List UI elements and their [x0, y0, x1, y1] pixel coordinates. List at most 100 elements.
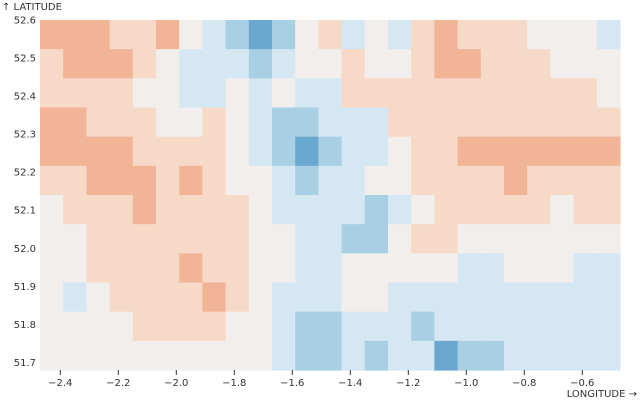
heatmap-cell	[156, 136, 180, 167]
heatmap-cell	[527, 49, 551, 79]
heatmap-cell	[596, 49, 621, 79]
heatmap-cell	[63, 282, 87, 313]
heatmap-cell	[527, 78, 551, 109]
heatmap-cell	[596, 165, 621, 196]
heatmap-cell	[86, 165, 111, 196]
heatmap-cell	[109, 195, 134, 225]
heatmap-cell	[272, 136, 296, 167]
heatmap-cell	[156, 165, 180, 196]
heatmap-cell	[341, 340, 366, 371]
heatmap-cell	[573, 165, 598, 196]
heatmap-cell	[434, 253, 459, 284]
heatmap-cell	[457, 224, 482, 254]
heatmap-cell	[480, 282, 505, 313]
heatmap-cell	[63, 224, 87, 254]
heatmap-cell	[480, 78, 505, 109]
heatmap-cell	[550, 195, 575, 225]
heatmap-cell	[63, 311, 87, 342]
heatmap-cell	[457, 165, 482, 196]
heatmap-cell	[156, 78, 180, 109]
heatmap-cell	[550, 20, 575, 50]
heatmap-cell	[109, 340, 134, 371]
heatmap-cell	[225, 78, 250, 109]
heatmap-cell	[527, 20, 551, 50]
heatmap-cell	[573, 49, 598, 79]
y-axis-title: ↑ LATITUDE	[2, 2, 62, 13]
heatmap-cell	[225, 340, 250, 371]
heatmap-cell	[202, 253, 227, 284]
heatmap-cell	[109, 224, 134, 254]
heatmap-cell	[63, 107, 87, 138]
heatmap-cell	[109, 311, 134, 342]
heatmap-cell	[550, 282, 575, 313]
heatmap-cell	[272, 253, 296, 284]
heatmap-cell	[86, 78, 111, 109]
heatmap-cell	[202, 165, 227, 196]
heatmap-cell	[295, 49, 319, 79]
heatmap-cell	[364, 107, 389, 138]
heatmap-cell	[202, 49, 227, 79]
heatmap-cell	[295, 20, 319, 50]
heatmap-cell	[179, 107, 203, 138]
y-tick-label: 52.4	[14, 92, 36, 103]
heatmap-cell	[388, 340, 412, 371]
heatmap-cells	[40, 20, 621, 371]
heatmap-cell	[295, 253, 319, 284]
heatmap-cell	[86, 136, 111, 167]
x-tick-label: −1.0	[454, 378, 478, 389]
heatmap-cell	[295, 107, 319, 138]
heatmap-cell	[504, 282, 528, 313]
heatmap-cell	[248, 20, 273, 50]
heatmap-cell	[109, 253, 134, 284]
heatmap-cell	[527, 253, 551, 284]
heatmap-cell	[388, 107, 412, 138]
heatmap-cell	[573, 340, 598, 371]
heatmap-cell	[156, 107, 180, 138]
heatmap-cell	[596, 224, 621, 254]
heatmap-cell	[504, 136, 528, 167]
heatmap-cell	[504, 49, 528, 79]
heatmap-cell	[318, 195, 343, 225]
heatmap-cell	[341, 282, 366, 313]
heatmap-cell	[156, 20, 180, 50]
heatmap-cell	[573, 282, 598, 313]
heatmap-cell	[40, 107, 64, 138]
heatmap-cell	[132, 78, 157, 109]
heatmap-cell	[179, 165, 203, 196]
heatmap-cell	[318, 20, 343, 50]
heatmap-cell	[40, 136, 64, 167]
y-tick-label: 52.0	[14, 244, 36, 255]
heatmap-cell	[596, 136, 621, 167]
heatmap-cell	[272, 282, 296, 313]
heatmap-cell	[132, 165, 157, 196]
heatmap-cell	[388, 78, 412, 109]
heatmap-cell	[63, 165, 87, 196]
heatmap-cell	[272, 311, 296, 342]
heatmap-cell	[202, 107, 227, 138]
heatmap-cell	[202, 311, 227, 342]
heatmap-cell	[202, 224, 227, 254]
heatmap-cell	[411, 136, 435, 167]
heatmap-cell	[156, 195, 180, 225]
heatmap-cell	[457, 107, 482, 138]
heatmap-cell	[109, 136, 134, 167]
heatmap-cell	[527, 195, 551, 225]
heatmap-cell	[457, 20, 482, 50]
heatmap-cell	[364, 224, 389, 254]
heatmap-cell	[132, 136, 157, 167]
heatmap-cell	[388, 20, 412, 50]
x-tick-label: −1.6	[280, 378, 304, 389]
heatmap-cell	[596, 340, 621, 371]
heatmap-cell	[86, 311, 111, 342]
heatmap-cell	[86, 340, 111, 371]
heatmap-cell	[156, 340, 180, 371]
heatmap-cell	[272, 49, 296, 79]
heatmap-cell	[40, 78, 64, 109]
heatmap-cell	[388, 49, 412, 79]
heatmap-cell	[248, 78, 273, 109]
heatmap-cell	[132, 282, 157, 313]
heatmap-cell	[225, 282, 250, 313]
y-tick-label: 52.6	[14, 16, 36, 27]
heatmap-cell	[86, 253, 111, 284]
heatmap-cell	[63, 195, 87, 225]
